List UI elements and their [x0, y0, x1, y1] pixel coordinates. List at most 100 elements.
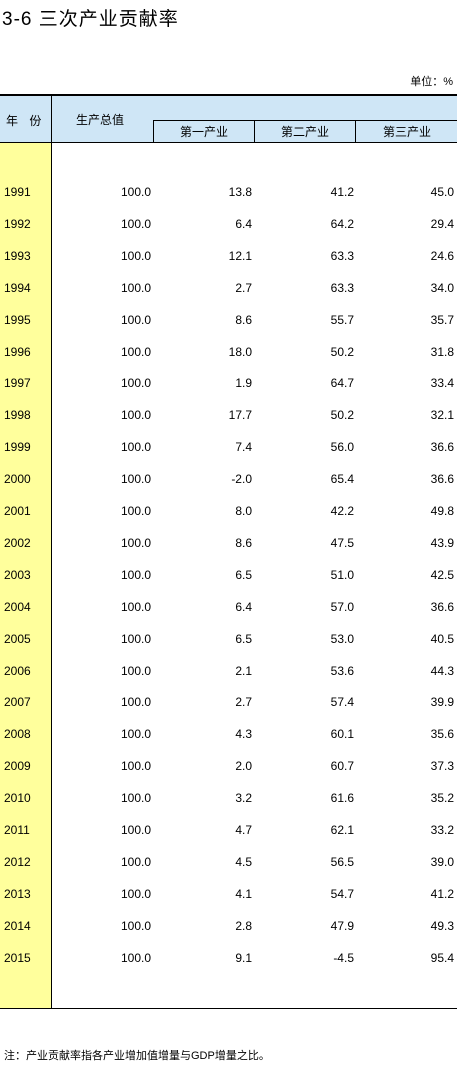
- gross-cell: 100.0: [120, 887, 151, 901]
- table-row: 1998 100.0 17.7 50.2 32.1: [0, 405, 457, 425]
- primary-cell: 6.4: [235, 600, 252, 614]
- tertiary-cell: 34.0: [430, 281, 454, 295]
- tertiary-cell: 35.6: [430, 727, 454, 741]
- tertiary-cell: 36.6: [430, 472, 454, 486]
- year-cell: 1994: [4, 281, 31, 295]
- primary-cell: 18.0: [228, 345, 252, 359]
- year-cell: 2012: [4, 855, 31, 869]
- gross-cell: 100.0: [120, 632, 151, 646]
- unit-label: 单位：%: [410, 76, 453, 88]
- header-primary: 第一产业: [153, 120, 254, 143]
- gross-cell: 100.0: [120, 823, 151, 837]
- table-row: 2013 100.0 4.1 54.7 41.2: [0, 884, 457, 904]
- year-cell: 2002: [4, 536, 31, 550]
- table-row: 1993 100.0 12.1 63.3 24.6: [0, 246, 457, 266]
- header-tertiary: 第三产业: [355, 120, 457, 143]
- year-cell: 2003: [4, 568, 31, 582]
- secondary-cell: 55.7: [330, 313, 354, 327]
- gross-cell: 100.0: [120, 376, 151, 390]
- table-row: 2008 100.0 4.3 60.1 35.6: [0, 724, 457, 744]
- tertiary-cell: 36.6: [430, 600, 454, 614]
- primary-cell: 2.8: [235, 919, 252, 933]
- secondary-cell: 61.6: [330, 791, 354, 805]
- tertiary-cell: 40.5: [430, 632, 454, 646]
- header-year-label: 年 份: [6, 114, 46, 128]
- secondary-cell: 57.0: [330, 600, 354, 614]
- tertiary-cell: 31.8: [430, 345, 454, 359]
- primary-cell: 12.1: [228, 249, 252, 263]
- secondary-cell: 41.2: [330, 185, 354, 199]
- primary-cell: 8.0: [235, 504, 252, 518]
- secondary-cell: 60.7: [330, 759, 354, 773]
- tertiary-cell: 24.6: [430, 249, 454, 263]
- primary-cell: 17.7: [228, 408, 252, 422]
- year-cell: 2014: [4, 919, 31, 933]
- secondary-cell: 56.5: [330, 855, 354, 869]
- gross-cell: 100.0: [120, 727, 151, 741]
- gross-cell: 100.0: [120, 855, 151, 869]
- year-cell: 2008: [4, 727, 31, 741]
- secondary-cell: 64.2: [330, 217, 354, 231]
- year-cell: 1993: [4, 249, 31, 263]
- tertiary-cell: 41.2: [430, 887, 454, 901]
- primary-cell: 4.7: [235, 823, 252, 837]
- tertiary-cell: 33.4: [430, 376, 454, 390]
- secondary-cell: 57.4: [330, 695, 354, 709]
- gross-cell: 100.0: [120, 919, 151, 933]
- secondary-cell: 63.3: [330, 249, 354, 263]
- secondary-cell: 42.2: [330, 504, 354, 518]
- year-cell: 2010: [4, 791, 31, 805]
- gross-cell: 100.0: [120, 568, 151, 582]
- primary-cell: 9.1: [235, 951, 252, 965]
- primary-cell: 6.5: [235, 632, 252, 646]
- gross-cell: 100.0: [120, 249, 151, 263]
- tertiary-cell: 37.3: [430, 759, 454, 773]
- table-top-rule: [0, 94, 457, 96]
- secondary-cell: 56.0: [330, 440, 354, 454]
- table-row: 2014 100.0 2.8 47.9 49.3: [0, 916, 457, 936]
- gross-cell: 100.0: [120, 345, 151, 359]
- tertiary-cell: 32.1: [430, 408, 454, 422]
- year-cell: 2000: [4, 472, 31, 486]
- year-cell: 1998: [4, 408, 31, 422]
- primary-cell: 2.7: [235, 281, 252, 295]
- header-gross-label: 生产总值: [76, 113, 125, 127]
- year-cell: 1995: [4, 313, 31, 327]
- primary-cell: 2.1: [235, 664, 252, 678]
- year-cell: 2007: [4, 695, 31, 709]
- table-row: 2010 100.0 3.2 61.6 35.2: [0, 788, 457, 808]
- year-cell: 1996: [4, 345, 31, 359]
- year-cell: 2006: [4, 664, 31, 678]
- table-title: 3-6 三次产业贡献率: [2, 9, 179, 30]
- gross-cell: 100.0: [120, 408, 151, 422]
- gross-cell: 100.0: [120, 313, 151, 327]
- tertiary-cell: 49.8: [430, 504, 454, 518]
- secondary-cell: 54.7: [330, 887, 354, 901]
- table-row: 2015 100.0 9.1 -4.5 95.4: [0, 948, 457, 968]
- table-row: 2011 100.0 4.7 62.1 33.2: [0, 820, 457, 840]
- gross-cell: 100.0: [120, 664, 151, 678]
- gross-cell: 100.0: [120, 951, 151, 965]
- gross-cell: 100.0: [120, 281, 151, 295]
- primary-cell: 7.4: [235, 440, 252, 454]
- primary-cell: 2.7: [235, 695, 252, 709]
- table-row: 1992 100.0 6.4 64.2 29.4: [0, 214, 457, 234]
- secondary-cell: 47.5: [330, 536, 354, 550]
- table-row: 2006 100.0 2.1 53.6 44.3: [0, 661, 457, 681]
- gross-cell: 100.0: [120, 536, 151, 550]
- tertiary-cell: 45.0: [430, 185, 454, 199]
- secondary-cell: 47.9: [330, 919, 354, 933]
- table-row: 2009 100.0 2.0 60.7 37.3: [0, 756, 457, 776]
- table-row: 1994 100.0 2.7 63.3 34.0: [0, 278, 457, 298]
- table-row: 2001 100.0 8.0 42.2 49.8: [0, 501, 457, 521]
- header-year-cell: 年 份: [0, 96, 51, 143]
- table-note: 注：产业贡献率指各产业增加值增量与GDP增量之比。: [4, 1050, 270, 1062]
- table-row: 1995 100.0 8.6 55.7 35.7: [0, 310, 457, 330]
- primary-cell: 1.9: [235, 376, 252, 390]
- primary-cell: 4.3: [235, 727, 252, 741]
- primary-cell: 4.1: [235, 887, 252, 901]
- table-row: 1997 100.0 1.9 64.7 33.4: [0, 373, 457, 393]
- primary-cell: -2.0: [231, 472, 252, 486]
- header-values-cell: 生产总值 第一产业 第二产业 第三产业: [52, 96, 457, 143]
- secondary-cell: 53.6: [330, 664, 354, 678]
